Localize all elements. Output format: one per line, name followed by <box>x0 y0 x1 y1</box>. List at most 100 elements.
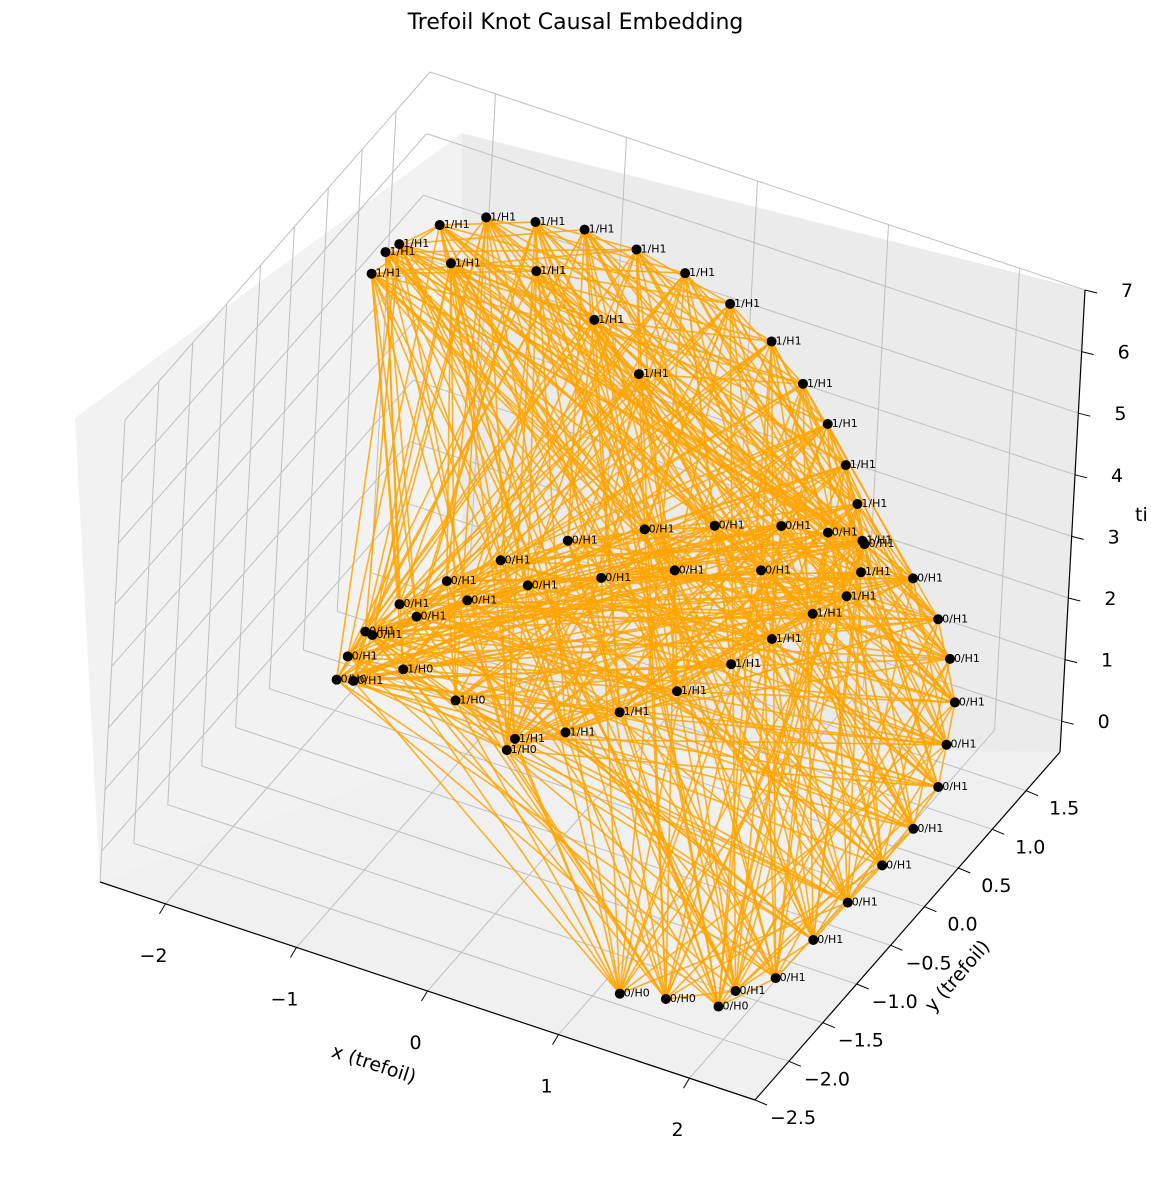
causal-edge <box>364 244 401 632</box>
causal-edge <box>450 263 516 739</box>
node-point <box>840 460 851 471</box>
node-point <box>445 258 456 269</box>
grid-line <box>235 726 891 946</box>
z-tick-label: 1 <box>1101 650 1113 672</box>
node-label: 1/H1 <box>817 607 843 620</box>
causal-edge <box>347 655 404 671</box>
causal-edge <box>439 224 782 527</box>
causal-edge <box>584 229 858 505</box>
y-tick-mark <box>890 944 903 951</box>
node-label: 1/H1 <box>519 732 545 745</box>
causal-edge <box>527 585 567 733</box>
node-label: 0/H1 <box>942 780 968 793</box>
causal-edge <box>856 503 915 829</box>
causal-edge <box>450 262 862 573</box>
causal-edge <box>514 738 849 904</box>
causal-edge <box>415 303 731 618</box>
causal-edge <box>826 423 849 903</box>
causal-edge <box>802 383 939 788</box>
causal-edge <box>594 319 772 343</box>
causal-edge <box>467 599 813 615</box>
grid-line <box>302 187 329 651</box>
causal-edge <box>535 270 847 466</box>
causal-edge <box>347 655 737 992</box>
causal-edge <box>415 616 667 1000</box>
causal-edge <box>347 655 566 734</box>
x-tick-mark <box>552 1034 559 1045</box>
node-point <box>394 599 405 610</box>
causal-edge <box>536 270 731 305</box>
x-tick-label: 2 <box>671 1119 683 1141</box>
grid-line <box>104 441 411 790</box>
node-point <box>509 733 520 744</box>
causal-edge <box>566 540 720 1007</box>
causal-edge <box>593 319 858 505</box>
node-point <box>808 934 819 945</box>
causal-edge <box>371 634 621 995</box>
grid-line <box>133 381 160 844</box>
node-label: 0/H1 <box>868 537 894 550</box>
node-label: 0/H1 <box>886 858 912 871</box>
node-label: 0/H1 <box>951 738 977 751</box>
causal-edge <box>439 224 939 620</box>
causal-edge <box>466 599 621 713</box>
node-points: 0/H01/H00/H00/H00/H01/H01/H00/H10/H10/H1… <box>331 210 985 1013</box>
y-tick-label: −2.0 <box>804 1068 850 1090</box>
causal-edge <box>684 273 732 665</box>
y-tick-mark <box>992 828 1005 835</box>
x-axis-label: x (trefoil) <box>329 1040 419 1088</box>
node-label: 0/H1 <box>505 553 531 566</box>
node-point <box>822 419 833 430</box>
causal-edge <box>638 373 956 703</box>
causal-edge <box>398 243 914 830</box>
tick-labels: −2 −1 0 1 2 −2.5 −2.0 −1.5 −1.0 −0.5 0.00.51.01.5 0… <box>139 280 1133 1141</box>
causal-edge <box>593 319 814 615</box>
z-tick-mark <box>1078 412 1091 417</box>
causal-edge <box>384 251 676 571</box>
x-tick-mark <box>290 947 297 958</box>
node-label: 1/H1 <box>455 256 481 269</box>
z-tick-mark <box>1084 289 1098 294</box>
causal-edge <box>438 224 502 561</box>
z-tick-mark <box>1064 659 1078 664</box>
grid-line <box>111 318 418 667</box>
causal-edge <box>600 577 732 665</box>
causal-edge <box>535 270 678 692</box>
causal-edge <box>466 229 586 601</box>
causal-edge <box>371 270 537 275</box>
causal-edge <box>527 271 538 586</box>
node-point <box>770 973 781 984</box>
grid-line <box>336 149 363 612</box>
causal-edge <box>619 569 762 713</box>
causal-edge <box>527 584 737 992</box>
causal-edge <box>415 221 537 617</box>
causal-edge <box>730 423 829 665</box>
causal-edge <box>665 638 773 1000</box>
causal-edge <box>370 273 418 617</box>
node-point <box>908 823 919 834</box>
causal-edge <box>384 251 567 733</box>
node-point <box>614 707 625 718</box>
causal-edge <box>565 595 848 734</box>
y-tick-label: −2.5 <box>770 1107 816 1129</box>
node-label: 0/H1 <box>852 896 878 909</box>
causal-edge <box>635 249 640 375</box>
node-point <box>522 580 533 591</box>
node-label: 1/H1 <box>641 242 667 255</box>
node-point <box>394 239 405 250</box>
node-point <box>725 298 736 309</box>
node-label: 1/H1 <box>734 297 760 310</box>
causal-edge <box>619 423 829 994</box>
causal-edge <box>534 221 676 571</box>
node-label: 0/H1 <box>917 571 943 584</box>
node-point <box>933 614 944 625</box>
y-axis-line <box>754 751 1061 1101</box>
causal-edge <box>600 272 686 579</box>
y-tick-label: 1.5 <box>1049 798 1079 820</box>
grid-line <box>124 71 431 421</box>
node-point <box>671 686 682 697</box>
causal-edge <box>583 229 829 534</box>
causal-edge <box>770 341 951 660</box>
causal-edge <box>583 229 596 320</box>
y-tick-label: 0.0 <box>947 914 977 936</box>
